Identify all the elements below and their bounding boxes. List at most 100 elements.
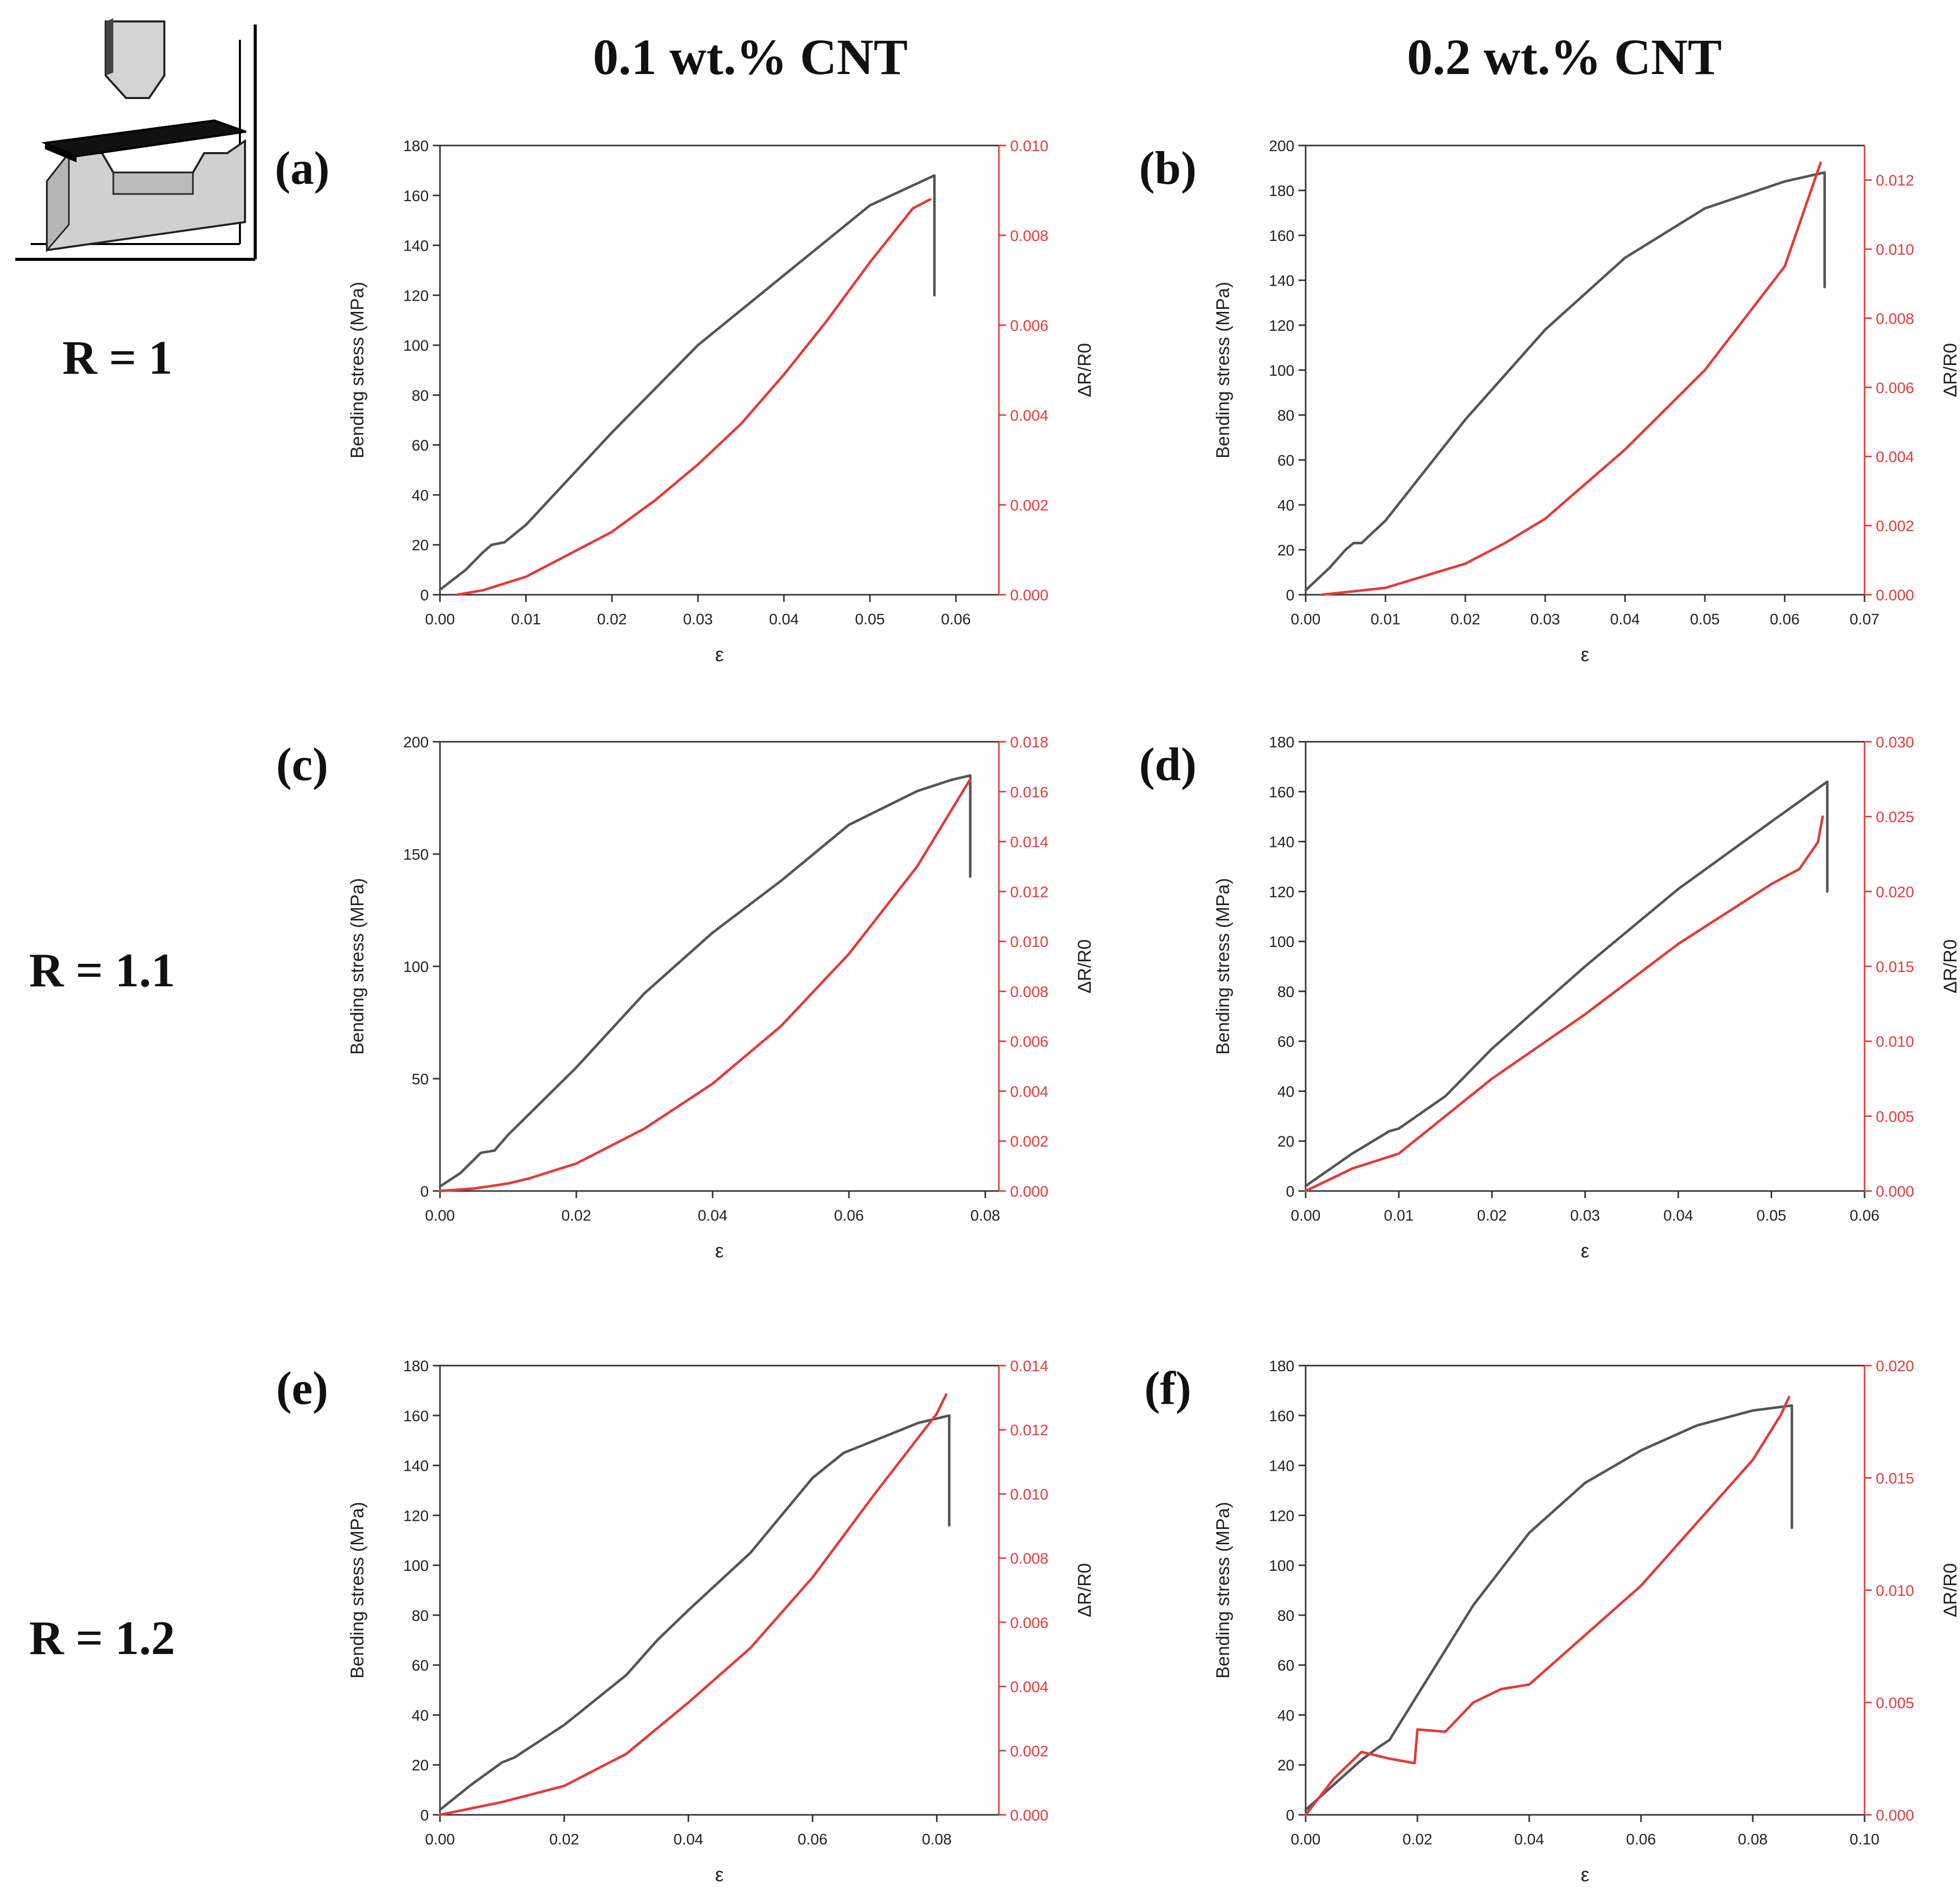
y2-tick-label: 0.004 bbox=[1010, 407, 1048, 424]
y2-tick-label: 0.008 bbox=[1010, 1550, 1048, 1567]
resistance-curve bbox=[438, 1393, 948, 1816]
y2-tick-label: 0.000 bbox=[1876, 1183, 1914, 1200]
x-tick-label: 0.00 bbox=[425, 1831, 455, 1848]
x-tick-label: 0.04 bbox=[769, 611, 799, 628]
y-tick-label: 140 bbox=[1269, 834, 1294, 851]
y-tick-label: 0 bbox=[420, 587, 429, 604]
resistance-curve bbox=[1304, 815, 1824, 1193]
y-tick-label: 0 bbox=[1286, 587, 1294, 604]
y2-axis-label: ΔR/R0 bbox=[1940, 939, 1960, 993]
x-tick-label: 0.00 bbox=[1291, 1831, 1320, 1848]
y-tick-label: 0 bbox=[1286, 1183, 1294, 1200]
x-tick-label: 0.02 bbox=[561, 1207, 591, 1224]
y2-tick-label: 0.014 bbox=[1010, 834, 1048, 851]
y2-tick-label: 0.002 bbox=[1010, 1743, 1048, 1760]
resistance-curve bbox=[456, 198, 932, 596]
y-axis-label: Bending stress (MPa) bbox=[1212, 1502, 1233, 1679]
x-tick-label: 0.07 bbox=[1850, 611, 1879, 628]
y2-axis-label: ΔR/R0 bbox=[1940, 1563, 1960, 1617]
resistance-curve bbox=[1320, 161, 1822, 596]
x-tick-label: 0.00 bbox=[1291, 611, 1320, 628]
y2-tick-label: 0.020 bbox=[1876, 884, 1914, 901]
y-tick-label: 160 bbox=[1269, 228, 1294, 245]
y-tick-label: 20 bbox=[412, 537, 429, 554]
y2-tick-label: 0.012 bbox=[1010, 1422, 1048, 1439]
y-tick-label: 80 bbox=[1278, 407, 1294, 424]
y-tick-label: 140 bbox=[1269, 273, 1294, 289]
y2-axis-label: ΔR/R0 bbox=[1074, 1563, 1095, 1617]
x-axis-label: ε bbox=[715, 1241, 724, 1262]
y2-tick-label: 0.008 bbox=[1010, 228, 1048, 245]
y-tick-label: 40 bbox=[412, 1707, 429, 1724]
y-tick-label: 60 bbox=[1278, 1034, 1294, 1051]
y-tick-label: 100 bbox=[403, 337, 429, 354]
y2-tick-label: 0.006 bbox=[1010, 1034, 1048, 1051]
stress-curve bbox=[1304, 780, 1829, 1187]
chart-panel-6: 0.00 0.02 0.04 0.06 0.08 0.10 0 20 40 60 80 100 120 1… bbox=[1144, 1358, 1960, 1886]
x-tick-label: 0.02 bbox=[1477, 1207, 1507, 1224]
y-tick-label: 20 bbox=[1278, 542, 1294, 559]
x-tick-label: 0.08 bbox=[1738, 1831, 1768, 1848]
y-tick-label: 120 bbox=[403, 1508, 429, 1524]
y2-tick-label: 0.015 bbox=[1876, 1470, 1914, 1487]
x-tick-label: 0.00 bbox=[425, 1207, 455, 1224]
panel-label: (e) bbox=[276, 1362, 328, 1414]
y-tick-label: 100 bbox=[1269, 362, 1294, 379]
y2-axis-label: ΔR/R0 bbox=[1074, 343, 1095, 397]
y-tick-label: 100 bbox=[403, 959, 429, 976]
y-axis-label: Bending stress (MPa) bbox=[1212, 878, 1233, 1055]
x-tick-label: 0.06 bbox=[1626, 1831, 1656, 1848]
y2-tick-label: 0.012 bbox=[1876, 173, 1914, 189]
y2-tick-label: 0.012 bbox=[1010, 884, 1048, 901]
y-tick-label: 40 bbox=[1278, 1083, 1294, 1100]
y2-tick-label: 0.010 bbox=[1876, 1583, 1914, 1599]
x-tick-label: 0.06 bbox=[1850, 1207, 1879, 1224]
plots: 0.00 0.01 0.02 0.03 0.04 0.05 0.06 0 20 40 60 80 100… bbox=[275, 138, 1960, 1886]
chart-panel-3: 0.00 0.02 0.04 0.06 0.08 0 50 100 150 200 0.000 0.0… bbox=[276, 734, 1095, 1262]
y-tick-label: 60 bbox=[412, 437, 429, 454]
x-tick-label: 0.04 bbox=[1663, 1207, 1693, 1224]
x-tick-label: 0.10 bbox=[1850, 1831, 1879, 1848]
stress-curve bbox=[438, 1414, 951, 1811]
y-tick-label: 100 bbox=[1269, 1558, 1294, 1574]
y2-tick-label: 0.004 bbox=[1010, 1679, 1048, 1696]
panel-label: (d) bbox=[1139, 738, 1196, 790]
y-tick-label: 40 bbox=[1278, 497, 1294, 514]
y2-tick-label: 0.010 bbox=[1876, 1034, 1914, 1051]
panel-label: (a) bbox=[275, 142, 329, 194]
row-label-r1: R = 1 bbox=[62, 331, 172, 384]
x-axis-label: ε bbox=[715, 644, 724, 666]
y-tick-label: 20 bbox=[412, 1757, 429, 1774]
x-axis-label: ε bbox=[715, 1864, 724, 1886]
y-tick-label: 180 bbox=[403, 138, 429, 155]
y-tick-label: 120 bbox=[1269, 1508, 1294, 1524]
y-tick-label: 0 bbox=[420, 1807, 429, 1824]
y2-tick-label: 0.006 bbox=[1010, 1615, 1048, 1632]
y-tick-label: 160 bbox=[1269, 784, 1294, 801]
y-tick-label: 120 bbox=[1269, 318, 1294, 334]
x-tick-label: 0.01 bbox=[511, 611, 541, 628]
y2-tick-label: 0.010 bbox=[1010, 934, 1048, 951]
x-tick-label: 0.02 bbox=[1451, 611, 1480, 628]
y2-axis-label: ΔR/R0 bbox=[1074, 939, 1095, 993]
y-tick-label: 60 bbox=[412, 1658, 429, 1674]
y-tick-label: 80 bbox=[1278, 984, 1294, 1001]
panel-label: (f) bbox=[1144, 1362, 1191, 1414]
x-axis-label: ε bbox=[1581, 1864, 1589, 1886]
stress-curve bbox=[438, 774, 972, 1188]
x-tick-label: 0.08 bbox=[970, 1207, 1000, 1224]
x-tick-label: 0.05 bbox=[855, 611, 885, 628]
y2-tick-label: 0.010 bbox=[1010, 1486, 1048, 1503]
y-tick-label: 120 bbox=[403, 287, 429, 304]
y2-tick-label: 0.002 bbox=[1876, 518, 1914, 535]
chart-panel-5: 0.00 0.02 0.04 0.06 0.08 0 20 40 60 80 100 120 140 16… bbox=[276, 1358, 1095, 1886]
y-tick-label: 100 bbox=[403, 1558, 429, 1574]
y-tick-label: 200 bbox=[403, 734, 429, 751]
y2-tick-label: 0.006 bbox=[1876, 380, 1914, 397]
y-tick-label: 50 bbox=[412, 1071, 429, 1088]
chart-panel-4: 0.00 0.01 0.02 0.03 0.04 0.05 0.06 0 20 40 60 80 100… bbox=[1139, 734, 1960, 1262]
x-tick-label: 0.03 bbox=[683, 611, 713, 628]
y-tick-label: 160 bbox=[403, 1408, 429, 1425]
y-tick-label: 160 bbox=[403, 188, 429, 205]
